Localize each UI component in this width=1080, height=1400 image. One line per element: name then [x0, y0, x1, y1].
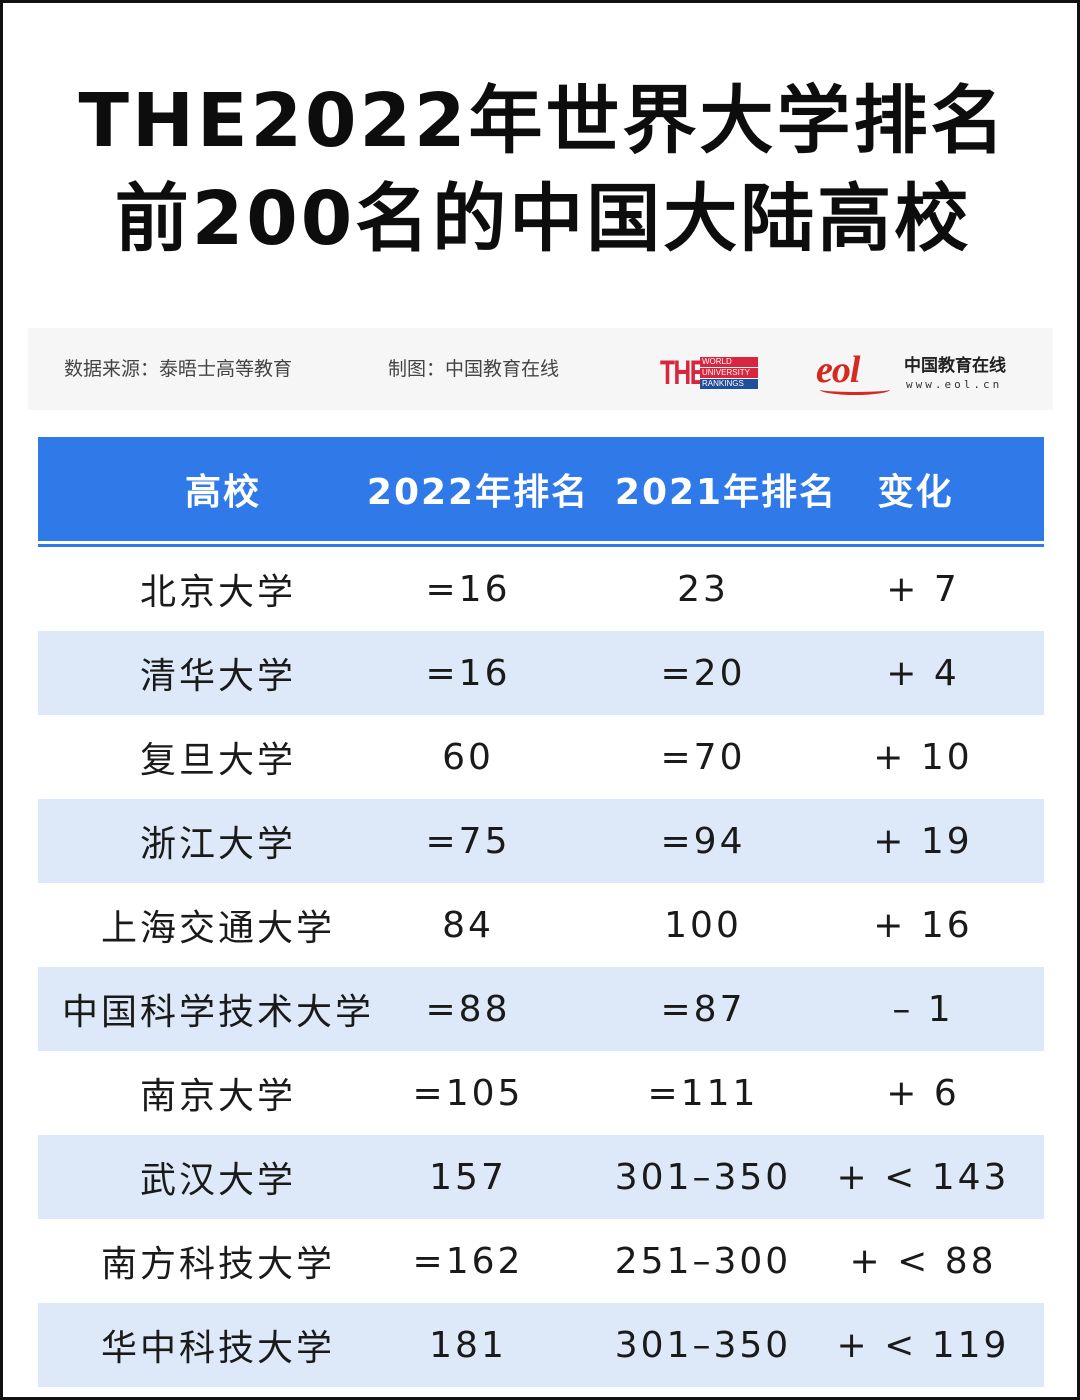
the-logo-word-3: RANKINGS [700, 379, 758, 389]
eol-swoosh-icon [820, 384, 890, 395]
cell-university: 上海交通大学 [100, 908, 335, 949]
cell-university: 北京大学 [139, 572, 296, 613]
cell-university: 武汉大学 [139, 1160, 296, 1201]
cell-rank-2022: =16 [425, 568, 511, 610]
cell-rank-2021: =20 [660, 652, 746, 694]
cell-rank-2021: 23 [677, 568, 729, 610]
made-by-text: 制图：中国教育在线 [388, 358, 560, 380]
cell-change: + 7 [886, 568, 960, 610]
header-university: 高校 [184, 472, 261, 513]
cell-university: 浙江大学 [139, 824, 296, 865]
cell-change: + 4 [886, 652, 960, 694]
cell-university: 清华大学 [139, 656, 296, 697]
cell-change: + < 88 [849, 1240, 997, 1282]
cell-rank-2021: =111 [647, 1072, 759, 1114]
cell-university: 中国科学技术大学 [61, 992, 374, 1033]
table-row: 华中科技大学 181 301–350 + < 119 [38, 1303, 1044, 1387]
eol-logo: eol 中国教育在线 www.eol.cn [816, 350, 1036, 396]
cell-rank-2022: =105 [412, 1072, 524, 1114]
cell-rank-2022: =16 [425, 652, 511, 694]
header-rank-2022: 2022年排名 [366, 472, 590, 513]
cell-rank-2022: 84 [442, 904, 494, 946]
header-rank-2021: 2021年排名 [614, 472, 838, 513]
cell-rank-2022: 181 [429, 1324, 507, 1366]
cell-rank-2021: 301–350 [614, 1324, 792, 1366]
cell-rank-2021: 251–300 [614, 1240, 792, 1282]
cell-university: 复旦大学 [139, 740, 296, 781]
source-bar: 数据来源：泰晤士高等教育 制图：中国教育在线 THE WORLD UNIVERS… [28, 328, 1053, 410]
cell-change: + < 119 [836, 1324, 1010, 1366]
table-row: 武汉大学 157 301–350 + < 143 [38, 1135, 1044, 1219]
cell-rank-2021: =94 [660, 820, 746, 862]
cell-rank-2022: =75 [425, 820, 511, 862]
cell-university: 南方科技大学 [100, 1244, 335, 1285]
the-logo-word-2: UNIVERSITY [700, 368, 758, 378]
the-logo-word-1: WORLD [700, 357, 758, 367]
cell-rank-2022: 60 [442, 736, 494, 778]
cell-rank-2022: 157 [429, 1156, 507, 1198]
cell-university: 华中科技大学 [100, 1328, 335, 1369]
cell-university: 南京大学 [139, 1076, 296, 1117]
cell-change: + 6 [886, 1072, 960, 1114]
cell-change: – 1 [892, 988, 954, 1030]
cell-change: + 10 [873, 736, 973, 778]
cell-change: + < 143 [836, 1156, 1010, 1198]
data-source-text: 数据来源：泰晤士高等教育 [64, 358, 293, 380]
table-row: 中国科学技术大学 =88 =87 – 1 [38, 967, 1044, 1051]
cell-rank-2022: =162 [412, 1240, 524, 1282]
header-underline [38, 544, 1044, 547]
cell-rank-2021: 301–350 [614, 1156, 792, 1198]
the-logo-mark: THE [660, 354, 706, 392]
table-row: 复旦大学 60 =70 + 10 [38, 715, 1044, 799]
table-row: 清华大学 =16 =20 + 4 [38, 631, 1044, 715]
cell-rank-2022: =88 [425, 988, 511, 1030]
cell-change: + 19 [873, 820, 973, 862]
table-row: 南方科技大学 =162 251–300 + < 88 [38, 1219, 1044, 1303]
ranking-table: 高校 2022年排名 2021年排名 变化 北京大学 =16 23 + 7 清华… [38, 437, 1044, 1387]
table-row: 南京大学 =105 =111 + 6 [38, 1051, 1044, 1135]
cell-change: + 16 [873, 904, 973, 946]
table-row: 浙江大学 =75 =94 + 19 [38, 799, 1044, 883]
table-body: 北京大学 =16 23 + 7 清华大学 =16 =20 + 4 复旦大学 60… [38, 547, 1044, 1387]
table-row: 北京大学 =16 23 + 7 [38, 547, 1044, 631]
eol-logo-url: www.eol.cn [906, 378, 1003, 391]
cell-rank-2021: 100 [664, 904, 742, 946]
title-line-2: 前200名的中国大陆高校 [114, 176, 972, 262]
table-header: 高校 2022年排名 2021年排名 变化 [38, 437, 1044, 547]
title-line-1: THE2022年世界大学排名 [78, 78, 1008, 164]
the-logo-wordmark: WORLD UNIVERSITY RANKINGS [700, 357, 758, 390]
header-change: 变化 [877, 472, 954, 513]
table-row: 上海交通大学 84 100 + 16 [38, 883, 1044, 967]
cell-rank-2021: =70 [660, 736, 746, 778]
eol-logo-name: 中国教育在线 [904, 356, 1006, 376]
the-rankings-logo: THE WORLD UNIVERSITY RANKINGS [660, 356, 760, 390]
cell-rank-2021: =87 [660, 988, 746, 1030]
